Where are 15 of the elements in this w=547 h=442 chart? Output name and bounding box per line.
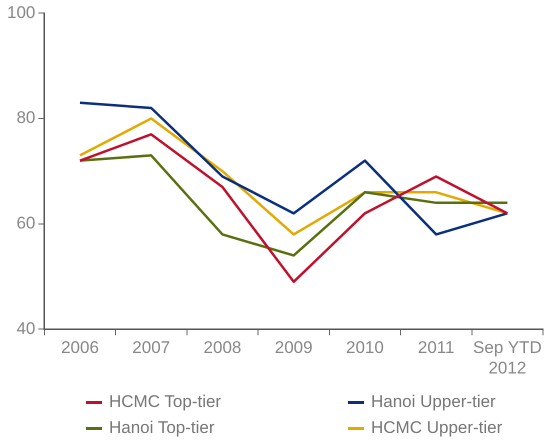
y-tick-label: 40 <box>16 318 36 338</box>
x-tick-label: 2010 <box>346 338 384 358</box>
x-tick-label: 2008 <box>204 338 242 358</box>
x-tick-label: 2009 <box>274 338 313 358</box>
x-tick-label: 2007 <box>132 338 170 358</box>
legend-label: HCMC Top-tier <box>109 392 222 412</box>
legend-label: HCMC Upper-tier <box>371 418 502 438</box>
legend-label: Hanoi Top-tier <box>109 418 215 438</box>
x-tick-label: Sep YTD 2012 <box>473 338 542 378</box>
legend-label: Hanoi Upper-tier <box>371 392 496 412</box>
y-tick-label: 100 <box>6 2 36 22</box>
y-tick-label: 80 <box>16 108 36 128</box>
x-tick-label: 2006 <box>61 338 99 358</box>
x-tick-label: 2011 <box>418 338 454 358</box>
y-tick-label: 60 <box>16 214 36 233</box>
